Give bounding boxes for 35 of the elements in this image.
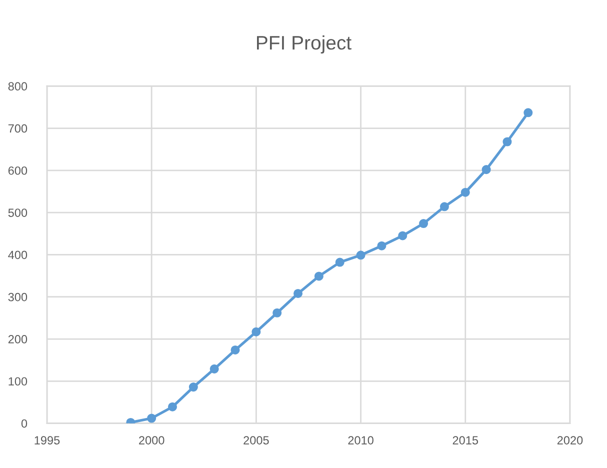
point (419, 219, 428, 228)
point (524, 108, 533, 118)
y-tick-label: 200 (8, 335, 28, 344)
y-tick-label: 300 (8, 292, 28, 302)
point (502, 137, 512, 146)
x-tick-label: 2000 (139, 436, 164, 444)
point (252, 327, 261, 336)
point (188, 382, 198, 392)
point (356, 250, 366, 260)
point (294, 288, 303, 298)
x-tick-label: 2010 (348, 436, 374, 444)
point (440, 202, 449, 212)
point (482, 165, 491, 174)
point (168, 402, 178, 412)
x-tick-label: 2020 (557, 436, 583, 444)
x-tick-label: 2005 (244, 436, 269, 444)
point (230, 345, 240, 354)
x-tick-label: 2015 (452, 436, 478, 444)
y-tick-label: 0 (21, 419, 28, 428)
y-tick-label: 500 (8, 208, 28, 217)
y-tick-label: 700 (8, 124, 28, 133)
point (272, 308, 282, 318)
x-tick-label: 1995 (34, 436, 60, 444)
y-tick-label: 600 (8, 166, 28, 175)
y-tick-label: 800 (8, 82, 28, 91)
point (398, 231, 408, 240)
point (460, 188, 470, 197)
point (314, 272, 324, 281)
point (335, 258, 344, 267)
chart-title: PFI Project (257, 35, 352, 54)
y-tick-label: 100 (8, 377, 28, 386)
point (147, 414, 156, 423)
y-tick-label: 400 (8, 250, 28, 260)
point (210, 364, 219, 374)
point (377, 241, 386, 250)
